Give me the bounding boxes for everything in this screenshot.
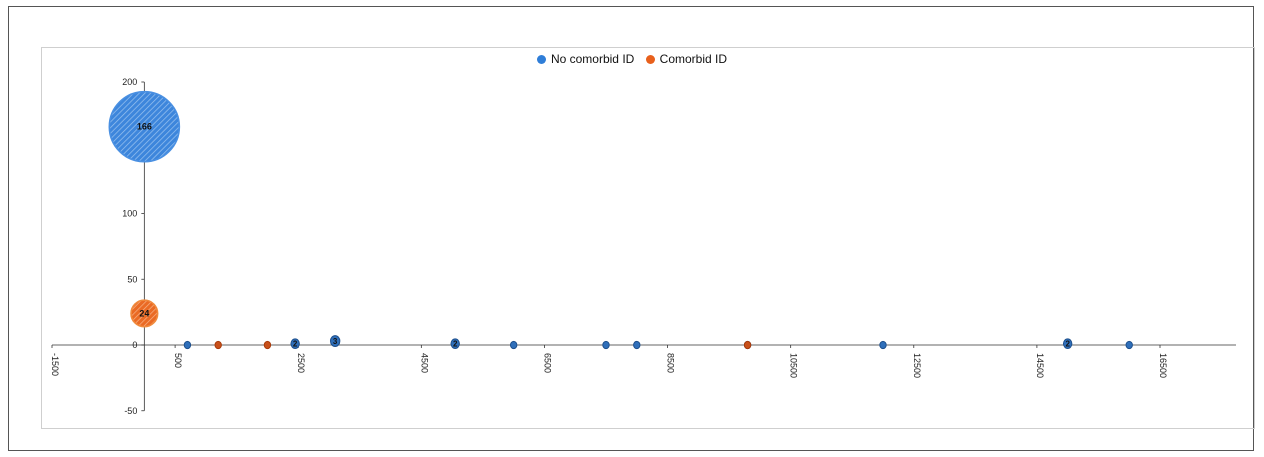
y-tick-label: -50 [124, 406, 137, 416]
bubbles [108, 90, 1133, 350]
bubble [108, 90, 181, 163]
bubble [263, 340, 272, 350]
bubble [879, 340, 887, 350]
x-tick-label: 6500 [542, 353, 552, 373]
data-labels: 166 2 3 2 2 24 [137, 122, 1071, 349]
bubble [450, 338, 460, 350]
legend: No comorbid ID Comorbid ID [0, 52, 1264, 67]
y-tick-label: 200 [122, 77, 137, 87]
legend-item-no-comorbid: No comorbid ID [536, 52, 635, 66]
x-tick-label: 12500 [912, 353, 922, 378]
legend-swatch-blue [536, 54, 546, 64]
x-tick-label: 14500 [1035, 353, 1045, 378]
legend-item-comorbid: Comorbid ID [645, 52, 728, 66]
bubble [633, 340, 641, 350]
y-tick-label: 0 [132, 340, 137, 350]
legend-label: Comorbid ID [659, 52, 728, 66]
legend-label: No comorbid ID [550, 52, 635, 66]
bubble [1125, 340, 1133, 350]
y-tick-label: 100 [122, 209, 137, 219]
x-tick-label: 2500 [296, 353, 306, 373]
bubble-label: 3 [333, 337, 338, 346]
bubble [1062, 338, 1073, 350]
plot-area [41, 47, 1255, 429]
x-tick-label: 4500 [419, 353, 429, 373]
bubble [214, 340, 222, 350]
bubble [329, 335, 341, 347]
bubble-label: 166 [137, 122, 152, 132]
bubble-label: 2 [293, 340, 298, 349]
y-tick-label: 50 [127, 274, 137, 284]
axes: 200150100500-50-150050025004500650085001… [50, 77, 1236, 416]
bubble [183, 340, 192, 350]
bubble [130, 299, 159, 328]
x-tick-label: 500 [173, 353, 183, 368]
bubble [743, 340, 752, 350]
x-tick-label: 8500 [666, 353, 676, 373]
x-tick-label: -1500 [50, 353, 60, 376]
chart-frame [8, 6, 1255, 451]
bubble [602, 340, 610, 350]
legend-swatch-orange [645, 54, 655, 64]
bubble [509, 340, 518, 350]
bubble-label: 24 [139, 308, 149, 318]
bubble [290, 338, 300, 350]
bubble-label: 2 [453, 340, 458, 349]
x-tick-label: 16500 [1158, 353, 1168, 378]
bubble-label: 2 [1065, 340, 1070, 349]
x-tick-label: 10500 [789, 353, 799, 378]
